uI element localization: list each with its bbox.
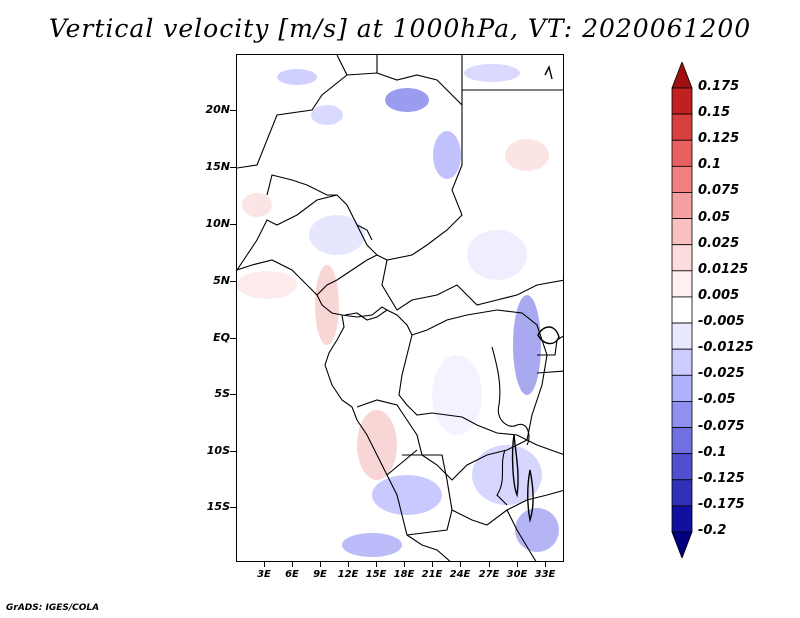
colorbar-level-label: 0.075 — [698, 183, 740, 199]
colorbar-cell — [671, 296, 693, 324]
colorbar-level-label: -0.005 — [698, 314, 745, 330]
lat-tick — [230, 224, 236, 225]
lon-label: 3E — [257, 569, 271, 580]
lon-tick — [517, 562, 518, 567]
colorbar-cell — [671, 427, 693, 455]
lon-label: 12E — [337, 569, 359, 580]
lat-tick — [230, 167, 236, 168]
colorbar-cell — [671, 113, 693, 141]
map-canvas — [237, 55, 563, 561]
colorbar-cell — [671, 322, 693, 350]
lat-label: 20N — [205, 103, 230, 116]
lon-label: 6E — [285, 569, 299, 580]
colorbar-level-label: -0.025 — [698, 366, 745, 382]
lat-tick — [230, 281, 236, 282]
colorbar-level-label: 0.025 — [698, 235, 740, 251]
lat-label: 5S — [214, 387, 230, 400]
colorbar-cell — [671, 87, 693, 115]
lon-label: 30E — [506, 569, 528, 580]
lon-tick — [320, 562, 321, 567]
lon-label: 18E — [393, 569, 415, 580]
boundaries — [237, 55, 563, 561]
lon-label: 24E — [449, 569, 471, 580]
colorbar-level-label: 0.1 — [698, 157, 722, 173]
lon-tick — [404, 562, 405, 567]
lat-tick — [230, 110, 236, 111]
lat-tick — [230, 451, 236, 452]
colorbar-cell — [671, 401, 693, 428]
lat-label: EQ — [213, 331, 230, 344]
colorbar-level-label: -0.0125 — [698, 340, 754, 356]
lat-tick — [230, 338, 236, 339]
colorbar-cell — [671, 531, 693, 558]
colorbar-level-label: -0.125 — [698, 470, 745, 486]
colorbar-cell — [671, 505, 693, 533]
lon-label: 27E — [478, 569, 500, 580]
colorbar-level-label: 0.0125 — [698, 261, 749, 277]
colorbar-level-label: -0.1 — [698, 444, 727, 460]
lon-tick — [376, 562, 377, 567]
lat-label: 5N — [213, 274, 230, 287]
colorbar-level-label: 0.005 — [698, 287, 740, 303]
colorbar-level-label: 0.175 — [698, 79, 740, 94]
colorbar-level-label: 0.15 — [698, 105, 731, 121]
colorbar-cell — [671, 270, 693, 298]
lon-tick — [432, 562, 433, 567]
colorbar-cell — [671, 165, 693, 193]
lon-tick — [348, 562, 349, 567]
lat-label: 15S — [206, 500, 230, 513]
colorbar-level-label: -0.2 — [698, 523, 727, 538]
colorbar-level-label: 0.05 — [698, 209, 731, 225]
lon-tick — [460, 562, 461, 567]
colorbar — [671, 62, 693, 558]
colorbar-cell — [671, 244, 693, 272]
velocity-field — [237, 64, 559, 557]
colorbar-cell — [671, 218, 693, 246]
colorbar-cell — [671, 139, 693, 167]
lon-label: 9E — [313, 569, 327, 580]
colorbar-cells — [671, 62, 693, 558]
lat-tick — [230, 394, 236, 395]
lat-label: 15N — [205, 160, 230, 173]
map-panel — [236, 54, 564, 562]
colorbar-cell — [671, 479, 693, 507]
colorbar-cell — [671, 62, 693, 89]
map-title: Vertical velocity [m/s] at 1000hPa, VT: … — [48, 14, 752, 43]
colorbar-level-label: -0.05 — [698, 392, 736, 408]
lat-label: 10S — [206, 444, 230, 457]
colorbar-level-label: -0.175 — [698, 496, 745, 512]
colorbar-cell — [671, 192, 693, 219]
lon-label: 21E — [421, 569, 443, 580]
lon-tick — [489, 562, 490, 567]
lon-label: 33E — [534, 569, 556, 580]
lon-label: 15E — [365, 569, 387, 580]
lon-tick — [264, 562, 265, 567]
colorbar-cell — [671, 348, 693, 376]
credit-text: GrADS: IGES/COLA — [6, 603, 100, 613]
lat-tick — [230, 507, 236, 508]
lon-tick — [545, 562, 546, 567]
lakes — [511, 64, 560, 523]
colorbar-cell — [671, 453, 693, 481]
lon-tick — [292, 562, 293, 567]
colorbar-level-label: -0.075 — [698, 418, 745, 434]
colorbar-level-label: 0.125 — [698, 131, 740, 147]
colorbar-cell — [671, 374, 693, 402]
lat-label: 10N — [205, 217, 230, 230]
